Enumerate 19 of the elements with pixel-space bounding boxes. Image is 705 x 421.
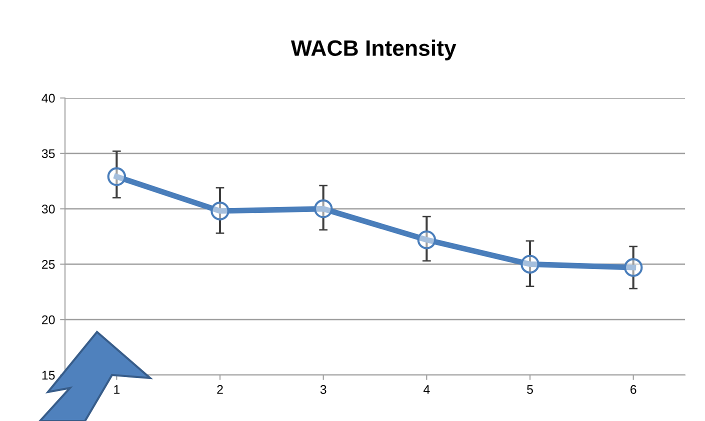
y-tick-label: 15 — [42, 370, 55, 380]
y-tick-label: 35 — [42, 149, 55, 158]
point — [210, 202, 230, 220]
x-tick-label: 1 — [114, 385, 120, 394]
y-tick-label: 30 — [42, 204, 55, 214]
chart-title: WACB Intensity — [290, 40, 456, 60]
x-tick-label: 6 — [630, 385, 636, 394]
x-tick-label: 2 — [217, 385, 223, 394]
x-tick-label: 3 — [320, 385, 326, 394]
point — [520, 254, 540, 274]
y-tick-label: 40 — [42, 94, 55, 103]
point — [417, 230, 436, 250]
x-tick-label: 4 — [423, 385, 430, 394]
point — [107, 167, 126, 186]
point — [624, 258, 643, 277]
y-tick-label: 20 — [42, 315, 55, 324]
y-tick-label: 25 — [42, 260, 55, 269]
point — [314, 199, 333, 218]
x-tick-label: 5 — [527, 385, 533, 394]
